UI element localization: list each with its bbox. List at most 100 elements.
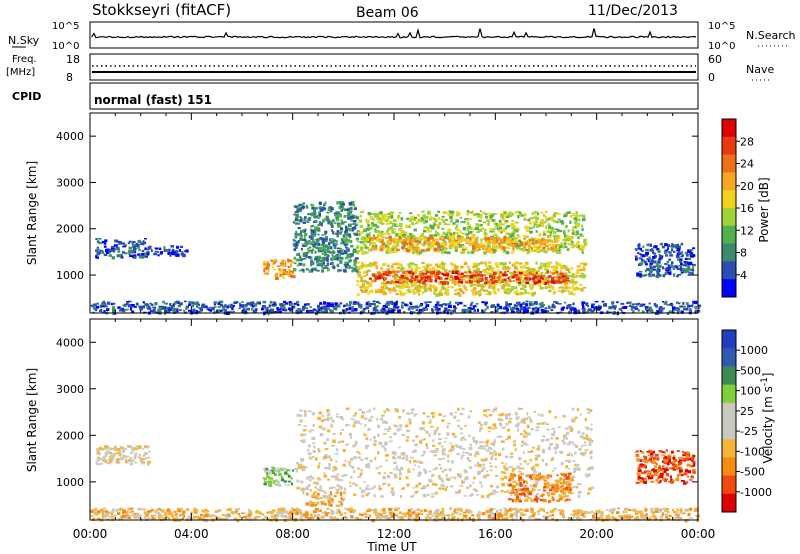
heat-cell — [330, 238, 334, 240]
heat-cell — [557, 218, 561, 221]
heat-cell — [391, 301, 396, 306]
heat-cell — [472, 440, 477, 443]
heat-cell — [288, 274, 291, 277]
heat-cell — [480, 274, 484, 278]
heat-cell — [347, 233, 351, 237]
heat-cell — [342, 234, 345, 238]
heat-cell — [170, 251, 175, 254]
heat-cell — [398, 278, 402, 281]
heat-cell — [303, 410, 307, 412]
heat-cell — [490, 447, 493, 451]
heat-cell — [333, 212, 337, 215]
heat-cell — [317, 449, 321, 453]
heat-cell — [449, 232, 453, 236]
heat-cell — [452, 277, 456, 280]
heat-cell — [95, 305, 100, 309]
heat-cell — [503, 475, 507, 480]
heat-cell — [475, 443, 478, 445]
heat-cell — [414, 241, 417, 244]
heat-cell — [366, 484, 370, 487]
heat-cell — [143, 445, 147, 449]
heat-cell — [396, 266, 401, 269]
heat-cell — [462, 278, 466, 281]
heat-cell — [441, 261, 444, 265]
heat-cell — [431, 273, 435, 276]
heat-cell — [407, 235, 411, 238]
heat-cell — [505, 303, 509, 307]
heat-cell — [329, 486, 333, 490]
heat-cell — [534, 281, 539, 284]
heat-cell — [249, 301, 252, 305]
heat-cell — [409, 273, 412, 277]
heat-cell — [373, 214, 377, 218]
heat-cell — [406, 238, 410, 241]
heat-cell — [587, 304, 590, 308]
heat-cell — [553, 430, 556, 434]
heat-cell — [151, 303, 154, 306]
heat-cell — [438, 442, 441, 446]
heat-cell — [640, 249, 644, 252]
heat-cell — [454, 248, 458, 250]
heat-cell — [431, 241, 436, 244]
heat-cell — [310, 261, 314, 266]
heat-cell — [146, 251, 150, 253]
heat-cell — [265, 263, 268, 267]
heat-cell — [594, 306, 598, 310]
heat-cell — [546, 270, 549, 274]
heat-cell — [330, 240, 334, 244]
heat-cell — [354, 249, 357, 253]
heat-cell — [564, 212, 568, 215]
heat-cell — [287, 475, 291, 478]
heat-cell — [320, 256, 324, 260]
heat-cell — [680, 269, 684, 272]
heat-cell — [302, 238, 307, 241]
heat-cell — [395, 244, 399, 247]
heat-cell — [412, 468, 415, 471]
heat-cell — [399, 428, 402, 431]
heat-cell — [486, 267, 489, 271]
heat-cell — [387, 219, 390, 222]
heat-cell — [346, 234, 350, 236]
heat-cell — [147, 460, 151, 464]
heat-cell — [572, 485, 576, 489]
heat-cell — [308, 256, 311, 259]
heat-cell — [351, 201, 355, 205]
heat-cell — [591, 486, 595, 489]
heat-cell — [669, 269, 672, 273]
heat-cell — [300, 488, 304, 491]
heat-cell — [509, 236, 512, 240]
heat-cell — [656, 310, 660, 313]
heat-cell — [192, 304, 195, 308]
heat-cell — [447, 460, 450, 463]
heat-cell — [547, 223, 550, 227]
heat-cell — [163, 246, 166, 250]
heat-cell — [694, 300, 698, 305]
heat-cell — [296, 207, 300, 211]
heat-cell — [565, 265, 568, 268]
heat-cell — [541, 301, 544, 306]
heat-cell — [502, 213, 506, 217]
heat-cell — [645, 252, 649, 255]
heat-cell — [354, 412, 357, 416]
heat-cell — [662, 274, 666, 278]
heat-cell — [572, 302, 575, 306]
heat-cell — [472, 236, 475, 239]
heat-cell — [424, 471, 428, 474]
heat-cell — [334, 302, 337, 306]
heat-cell — [460, 427, 463, 430]
heat-cell — [346, 254, 350, 259]
heat-cell — [492, 270, 495, 274]
heat-cell — [525, 309, 529, 312]
heat-cell — [345, 225, 348, 229]
heat-cell — [578, 247, 582, 251]
heat-cell — [429, 450, 432, 453]
heat-cell — [434, 269, 438, 272]
heat-cell — [550, 248, 554, 251]
heat-cell — [441, 218, 444, 221]
heat-cell — [505, 232, 510, 235]
heat-cell — [524, 435, 528, 438]
heat-cell — [353, 456, 357, 460]
heat-cell — [592, 308, 596, 312]
heat-cell — [398, 287, 402, 289]
heat-cell — [574, 451, 577, 455]
